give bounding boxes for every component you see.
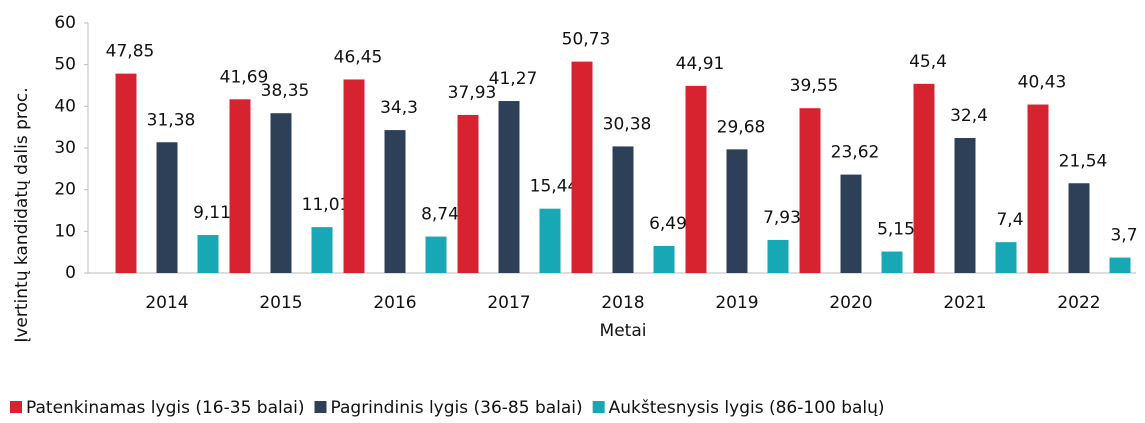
value-label: 5,15 (877, 220, 915, 240)
value-label: 8,74 (421, 205, 459, 225)
x-tick-label: 2018 (601, 293, 644, 313)
y-tick-label: 60 (54, 13, 76, 33)
bar (311, 227, 333, 273)
x-tick-label: 2021 (943, 293, 986, 313)
value-label: 50,73 (562, 30, 611, 50)
value-label: 45,4 (909, 52, 947, 72)
value-label: 6,49 (649, 214, 687, 234)
bar (384, 130, 406, 273)
bar (498, 101, 520, 274)
y-tick-label: 20 (54, 180, 76, 200)
x-tick-label: 2017 (487, 293, 530, 313)
legend-label: Pagrindinis lygis (36-85 balai) (331, 398, 583, 418)
bar (115, 73, 137, 273)
bar (197, 235, 219, 273)
bar (685, 85, 707, 273)
bar (571, 61, 593, 273)
bar (457, 114, 479, 273)
bar (229, 99, 251, 274)
bar (653, 245, 675, 273)
legend-label: Aukštesnysis lygis (86-100 balų) (609, 398, 885, 418)
value-label: 15,44 (530, 177, 579, 197)
value-label: 30,38 (603, 114, 652, 134)
y-axis-title: Įvertintų kandidatų dalis proc. (12, 87, 32, 342)
y-tick-label: 40 (54, 96, 76, 116)
value-label: 41,69 (220, 67, 269, 87)
legend-swatch (592, 401, 605, 413)
bar (799, 108, 821, 273)
bar (1109, 257, 1131, 273)
x-tick-label: 2015 (259, 293, 302, 313)
bar (612, 146, 634, 273)
value-label: 41,27 (489, 69, 538, 89)
value-label: 11,01 (302, 195, 351, 215)
x-axis-title: Metai (600, 321, 647, 341)
legend-label: Patenkinamas lygis (16-35 balai) (26, 398, 305, 418)
value-label: 46,45 (334, 47, 383, 67)
value-label: 34,3 (380, 98, 418, 118)
bar (1027, 104, 1049, 274)
value-label: 7,4 (996, 210, 1023, 230)
bar (270, 113, 292, 273)
bar (156, 142, 178, 273)
bar (840, 174, 862, 273)
bar (1068, 183, 1090, 273)
value-label: 9,11 (193, 203, 231, 223)
legend-swatch (10, 401, 22, 413)
y-tick-label: 50 (54, 55, 76, 75)
y-tick-label: 30 (54, 138, 76, 158)
bar (767, 239, 789, 273)
value-label: 3,7 (1110, 226, 1137, 246)
value-label: 32,4 (950, 106, 988, 126)
y-tick-label: 10 (54, 221, 76, 241)
bar (425, 236, 447, 273)
value-label: 29,68 (717, 117, 766, 137)
bar (913, 83, 935, 273)
x-tick-label: 2022 (1057, 293, 1100, 313)
bar (726, 149, 748, 273)
value-label: 7,93 (763, 208, 801, 228)
legend-swatch (314, 401, 327, 413)
x-tick-label: 2014 (145, 293, 188, 313)
bar (343, 79, 365, 273)
value-label: 40,43 (1018, 73, 1067, 93)
bar (539, 208, 561, 273)
x-tick-label: 2016 (373, 293, 416, 313)
value-label: 47,85 (106, 42, 155, 62)
bar (954, 138, 976, 273)
value-label: 39,55 (790, 76, 839, 96)
x-tick-label: 2020 (829, 293, 872, 313)
bar (881, 251, 903, 273)
value-label: 37,93 (448, 83, 497, 103)
y-tick-label: 0 (65, 263, 76, 283)
value-label: 38,35 (261, 81, 310, 101)
x-tick-label: 2019 (715, 293, 758, 313)
value-label: 23,62 (831, 143, 880, 163)
bar (995, 242, 1017, 273)
value-label: 44,91 (676, 54, 725, 74)
value-label: 21,54 (1059, 151, 1108, 171)
value-label: 31,38 (147, 110, 196, 130)
